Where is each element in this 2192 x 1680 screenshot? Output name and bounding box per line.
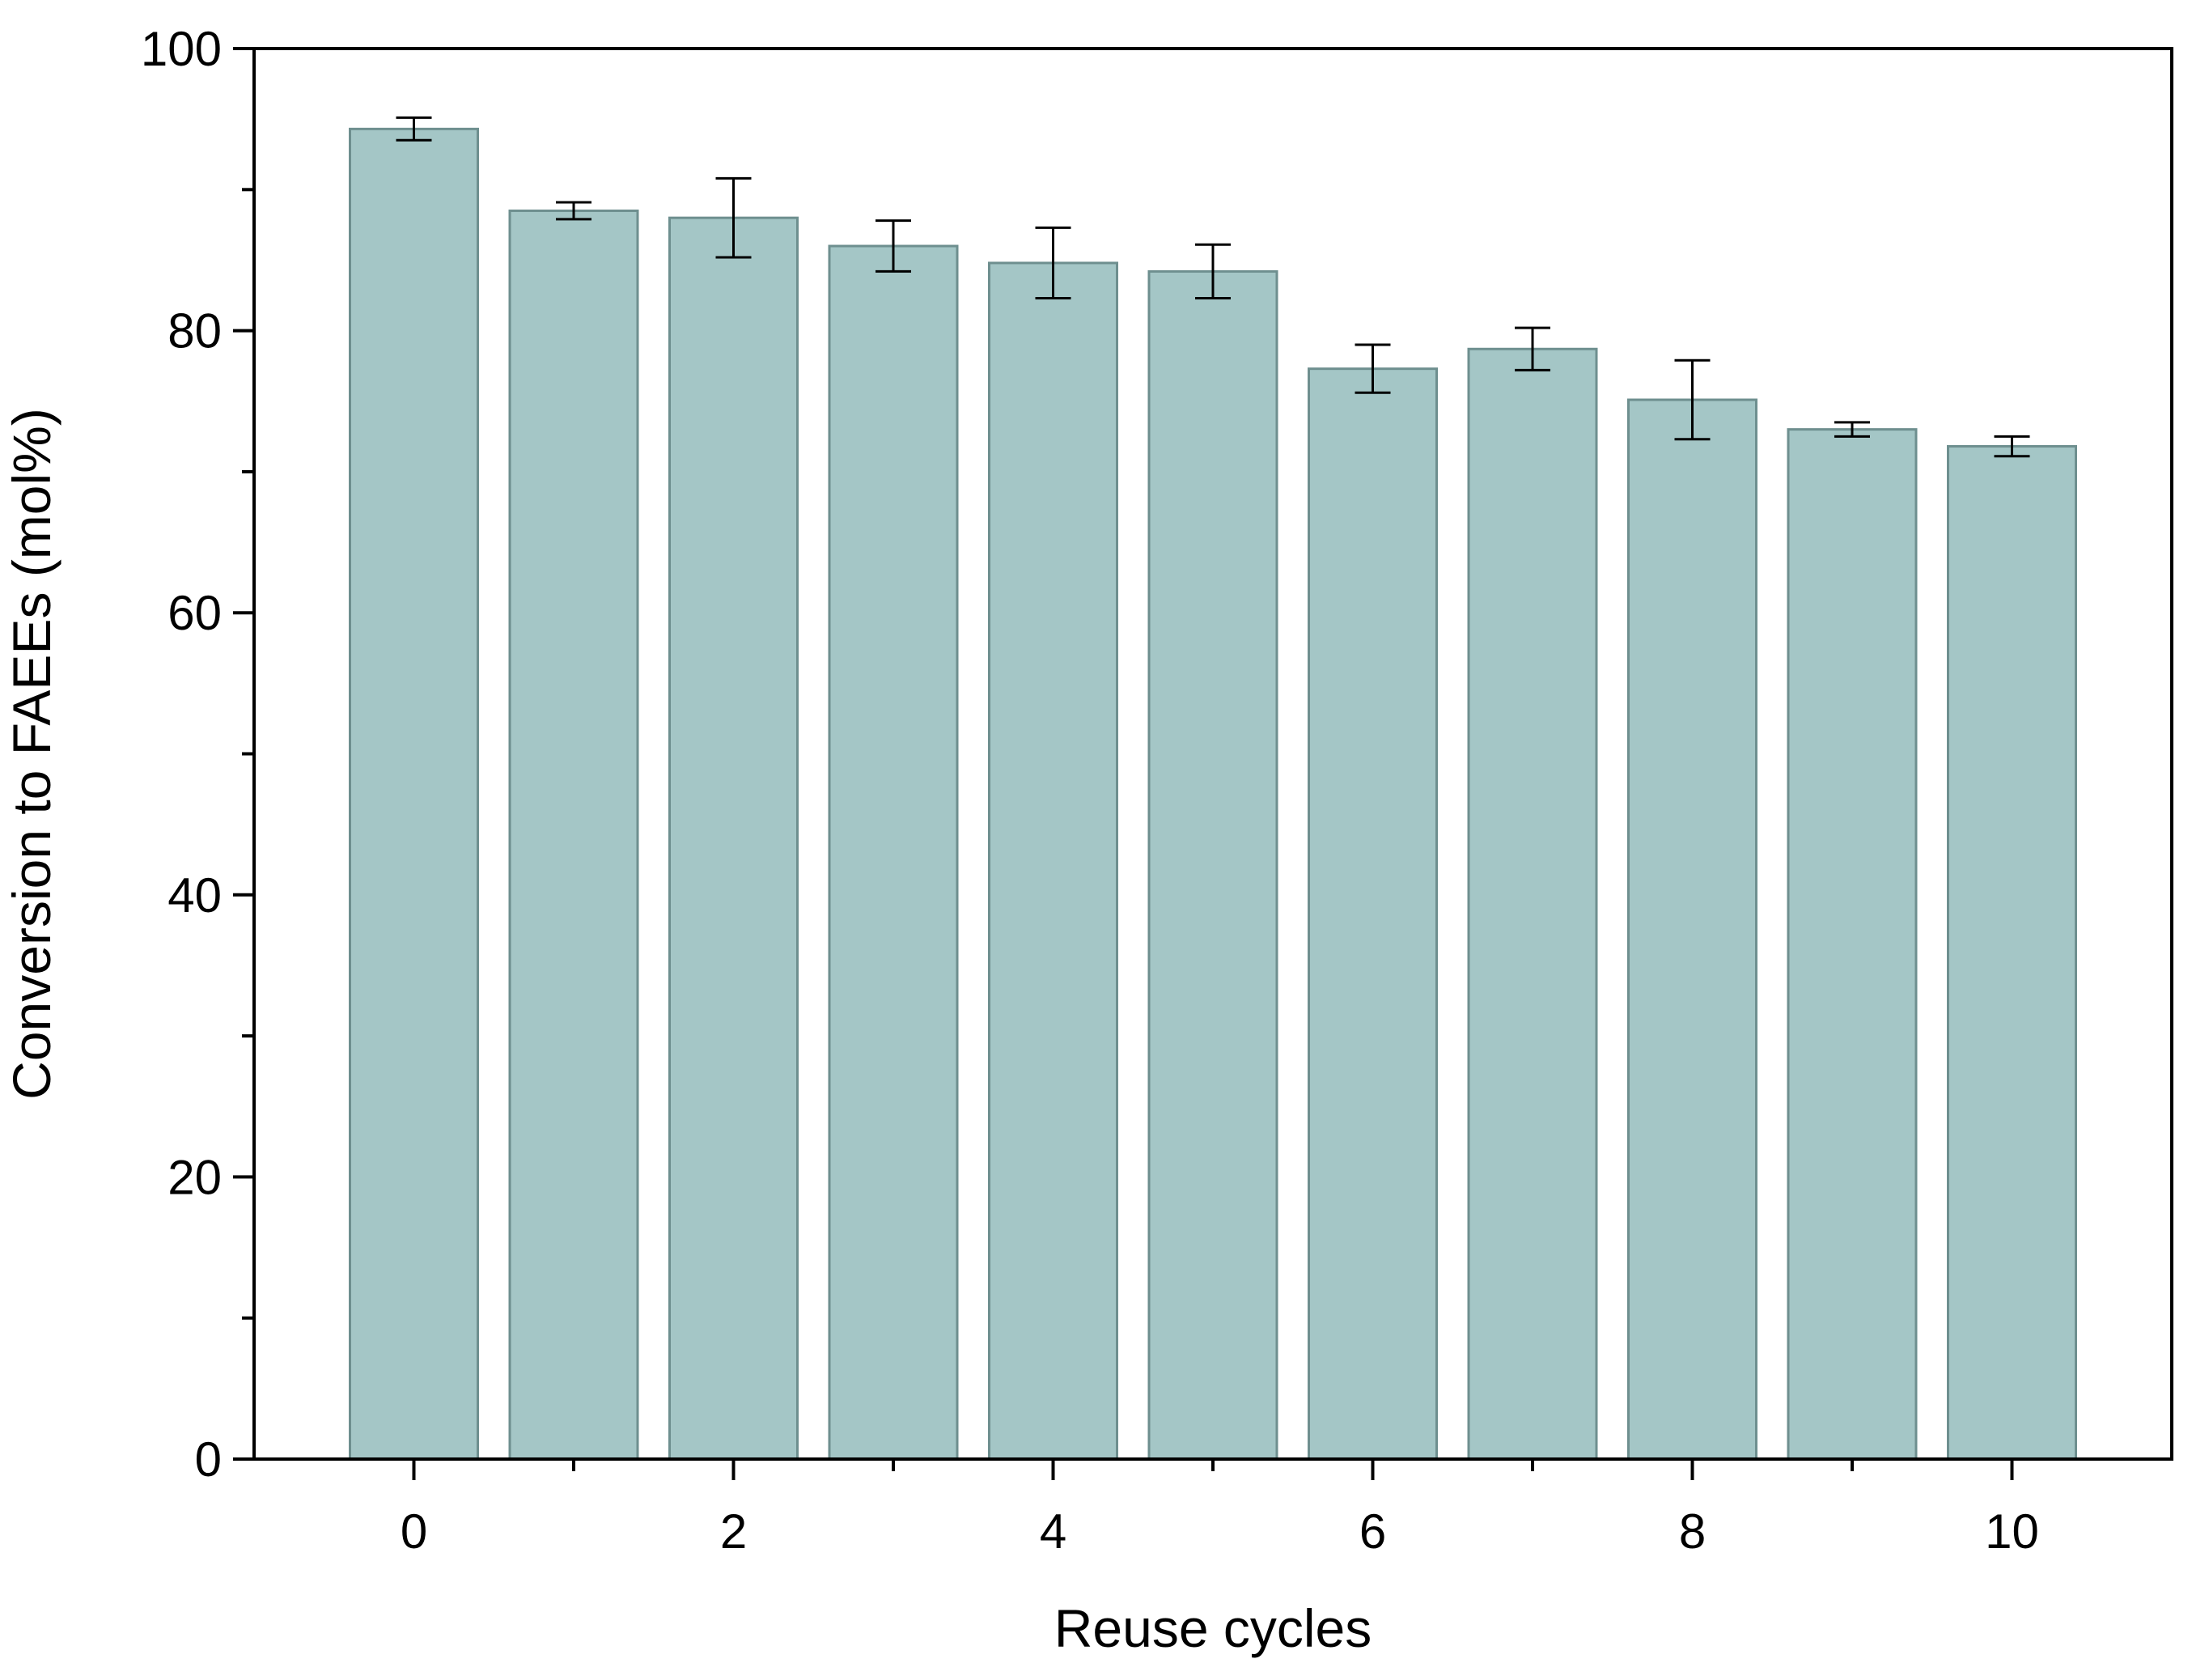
ticks-layer xyxy=(233,47,2014,1480)
error-bar-cycle-10 xyxy=(1994,435,2030,458)
error-bars-layer xyxy=(396,116,2030,458)
bar-cycle-1 xyxy=(508,209,639,1461)
y-tick-label: 40 xyxy=(167,868,222,923)
x-tick-label: 6 xyxy=(1359,1504,1386,1559)
bar-cycle-10 xyxy=(1947,445,2077,1461)
y-tick-label: 60 xyxy=(167,586,222,640)
error-bar-cycle-6 xyxy=(1355,343,1391,394)
y-tick-label: 80 xyxy=(167,304,222,358)
y-tick-label: 0 xyxy=(195,1432,222,1487)
x-tick-label: 4 xyxy=(1040,1504,1066,1559)
error-bar-cycle-8 xyxy=(1674,358,1711,441)
bar-cycle-5 xyxy=(1147,269,1278,1461)
y-tick-label: 100 xyxy=(141,22,222,76)
bar-cycle-2 xyxy=(668,216,799,1461)
bar-cycle-8 xyxy=(1627,398,1757,1461)
bar-cycle-3 xyxy=(828,244,959,1461)
error-bar-cycle-3 xyxy=(876,219,911,273)
bar-cycle-6 xyxy=(1308,367,1438,1461)
bar-cycle-4 xyxy=(988,261,1118,1461)
error-bar-cycle-7 xyxy=(1515,326,1550,371)
error-bar-cycle-4 xyxy=(1035,226,1071,300)
bar-cycle-9 xyxy=(1787,428,1918,1461)
bar-cycle-0 xyxy=(349,127,479,1461)
error-bar-cycle-1 xyxy=(556,201,591,221)
error-bar-cycle-2 xyxy=(715,176,752,259)
x-tick-label: 0 xyxy=(401,1504,427,1559)
y-tick-label: 20 xyxy=(167,1150,222,1204)
bars-layer xyxy=(349,127,2077,1461)
y-axis-title: Conversion to FAEEs (mol%) xyxy=(2,408,61,1100)
error-bar-cycle-9 xyxy=(1834,421,1870,438)
error-bar-cycle-0 xyxy=(396,116,432,142)
error-bar-cycle-5 xyxy=(1195,243,1231,300)
x-tick-label: 2 xyxy=(720,1504,747,1559)
x-tick-label: 10 xyxy=(1985,1504,2039,1559)
bar-cycle-7 xyxy=(1467,347,1598,1461)
x-tick-label: 8 xyxy=(1679,1504,1706,1559)
x-axis-title: Reuse cycles xyxy=(1054,1598,1372,1658)
